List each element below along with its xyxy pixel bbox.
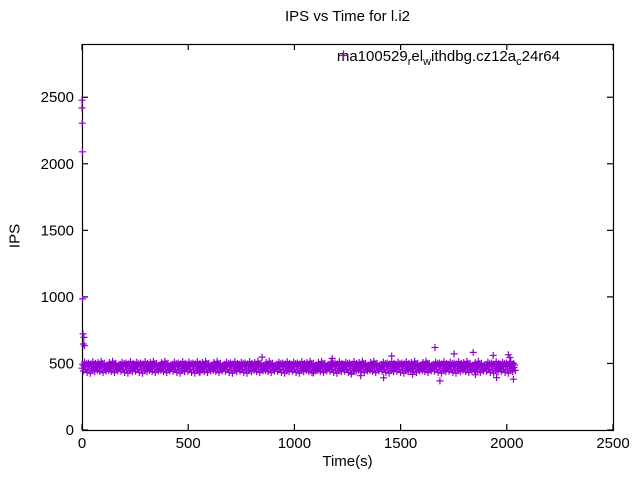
y-tick-label: 2500 — [41, 89, 74, 106]
chart-title: IPS vs Time for l.i2 — [284, 8, 411, 25]
legend-label-segment: ma100529 — [336, 47, 408, 65]
x-axis-label: Time(s) — [322, 453, 373, 470]
legend-label-subscript: c — [516, 55, 522, 68]
legend-label-segment: ithdbg.cz12a — [431, 47, 517, 65]
tick-labels: 0 500 1000 1500 2000 2500 0 500 1000 1500 2000 2500 — [41, 89, 630, 452]
y-tick-label: 2000 — [41, 156, 74, 173]
x-tick-label: 1000 — [278, 435, 311, 452]
plot-border — [81, 43, 615, 432]
x-tick-label: 2500 — [596, 435, 629, 452]
legend-label-subscript: w — [423, 55, 432, 68]
legend-label-segment: el — [411, 47, 424, 65]
y-tick-label: 500 — [49, 355, 74, 372]
legend: ma100529relwithdbg.cz12ac24r64 — [337, 48, 580, 68]
y-tick-label: 1500 — [41, 222, 74, 239]
legend-label-segment: 24r64 — [521, 47, 560, 65]
legend-series-label: ma100529relwithdbg.cz12ac24r64 — [337, 48, 560, 68]
x-tick-label: 2000 — [490, 435, 523, 452]
x-tick-label: 0 — [78, 435, 86, 452]
y-tick-label: 1000 — [41, 289, 74, 306]
x-tick-label: 500 — [176, 435, 201, 452]
legend-label-subscript: r — [407, 55, 412, 68]
x-tick-label: 1500 — [384, 435, 417, 452]
scatter-points — [78, 96, 519, 385]
axis-ticks — [81, 44, 614, 431]
y-tick-label: 0 — [66, 422, 74, 439]
